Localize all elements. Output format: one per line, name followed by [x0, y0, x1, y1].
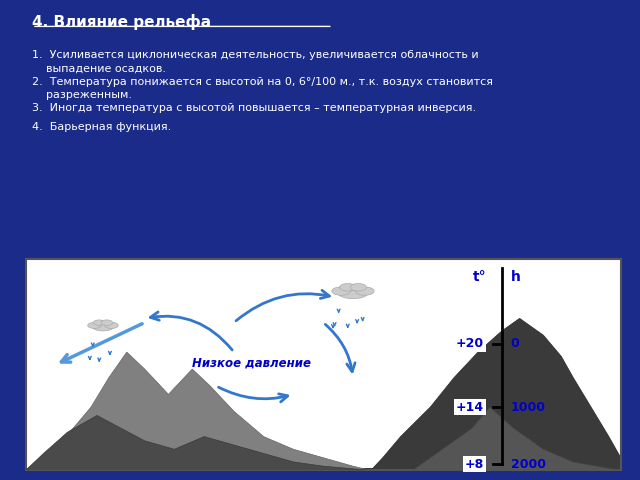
- Ellipse shape: [340, 284, 356, 291]
- Text: 4.  Барьерная функция.: 4. Барьерная функция.: [32, 122, 172, 132]
- Text: 2000: 2000: [511, 457, 546, 470]
- Ellipse shape: [332, 287, 351, 295]
- Text: +8: +8: [465, 457, 484, 470]
- Ellipse shape: [101, 320, 113, 325]
- Text: +20: +20: [456, 337, 484, 350]
- Text: 4. Влияние рельефа: 4. Влияние рельефа: [32, 14, 211, 30]
- Text: t°: t°: [473, 270, 487, 284]
- Text: 3.  Иногда температура с высотой повышается – температурная инверсия.: 3. Иногда температура с высотой повышает…: [32, 103, 476, 113]
- Text: h: h: [511, 270, 520, 284]
- Text: +14: +14: [456, 400, 484, 414]
- Polygon shape: [26, 416, 371, 470]
- Ellipse shape: [338, 288, 368, 299]
- Text: 2.  Температура понижается с высотой на 0, 6°/100 м., т.к. воздух становится
   : 2. Температура понижается с высотой на 0…: [32, 77, 493, 100]
- Ellipse shape: [92, 323, 114, 331]
- Ellipse shape: [355, 287, 374, 295]
- Polygon shape: [371, 407, 621, 470]
- Polygon shape: [26, 468, 621, 470]
- Polygon shape: [26, 352, 371, 470]
- Text: 1000: 1000: [511, 400, 546, 414]
- Text: Низкое давление: Низкое давление: [192, 356, 311, 369]
- Ellipse shape: [350, 284, 366, 291]
- Ellipse shape: [88, 323, 101, 328]
- Text: 0: 0: [511, 337, 520, 350]
- Ellipse shape: [93, 320, 105, 325]
- Ellipse shape: [105, 323, 118, 328]
- Text: 1.  Усиливается циклоническая деятельность, увеличивается облачность и
    выпад: 1. Усиливается циклоническая деятельност…: [32, 50, 479, 73]
- Polygon shape: [371, 318, 621, 470]
